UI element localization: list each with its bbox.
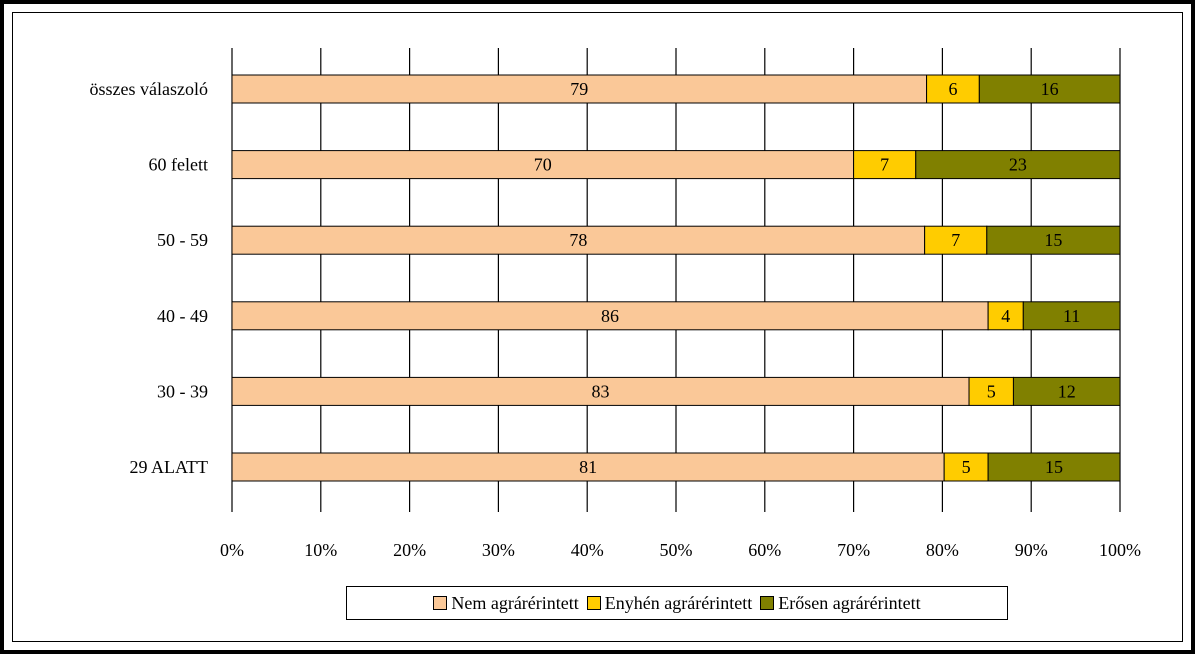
grid-lines: [231, 48, 1121, 512]
legend-label-nem: Nem agrárérintett: [451, 592, 579, 613]
legend-label-erosen: Erősen agrárérintett: [778, 592, 921, 613]
x-tick-label: 70%: [837, 540, 870, 560]
data-label: 7: [951, 230, 960, 250]
bar-segment: [1012, 376, 1121, 406]
data-label: 81: [579, 457, 597, 477]
category-label: 50 - 59: [157, 230, 208, 250]
x-tick-label: 20%: [393, 540, 426, 560]
x-tick-labels: 0% 10% 20% 30% 40% 50% 60% 70% 80% 90% 100%: [220, 540, 1141, 560]
legend-item-enyhen: Enyhén agrárérintett: [586, 592, 753, 614]
x-tick-label: 0%: [220, 540, 244, 560]
bar-segment: [1022, 301, 1121, 331]
category-labels: összes válaszoló 60 felett 50 - 59 40 - 49 3…: [90, 79, 208, 477]
data-label: 79: [570, 79, 588, 99]
x-tick-label: 60%: [748, 540, 781, 560]
bar-segment: [978, 74, 1121, 104]
data-label: 6: [948, 79, 957, 99]
data-label: 5: [962, 457, 971, 477]
category-label: 29 ALATT: [130, 457, 209, 477]
legend-item-erosen: Erősen agrárérintett: [760, 592, 921, 614]
data-label: 23: [1009, 155, 1027, 175]
bar-segment: [231, 376, 970, 406]
data-label: 4: [1001, 306, 1010, 326]
bar-segment: [987, 452, 1121, 482]
data-label: 16: [1041, 79, 1059, 99]
bar-segment: [915, 150, 1121, 180]
x-tick-label: 40%: [571, 540, 604, 560]
bar-segment: [924, 225, 988, 255]
bar-segments: [231, 74, 1121, 482]
legend-swatch-nem: [433, 596, 448, 610]
data-label: 70: [534, 155, 552, 175]
data-label: 15: [1044, 230, 1062, 250]
x-tick-label: 90%: [1015, 540, 1048, 560]
x-tick-label: 80%: [926, 540, 959, 560]
data-label: 83: [592, 381, 610, 401]
x-tick-label: 100%: [1099, 540, 1141, 560]
legend-swatch-erosen: [760, 596, 775, 610]
legend-swatch-enyhen: [586, 596, 601, 610]
data-label: 7: [880, 155, 889, 175]
data-labels: 79 6 16 70 7 23 78 7 15 86 4 11 83 5 12 81 5 15: [534, 79, 1081, 477]
bar-segment: [986, 225, 1121, 255]
data-label: 78: [569, 230, 587, 250]
bar-segment: [231, 452, 945, 482]
bar-segment: [231, 225, 926, 255]
category-label: összes válaszoló: [90, 79, 208, 99]
category-label: 40 - 49: [157, 306, 208, 326]
bar-segment: [231, 150, 855, 180]
bar-segment: [231, 74, 928, 104]
bar-segment: [853, 150, 917, 180]
data-label: 86: [601, 306, 619, 326]
x-tick-label: 30%: [482, 540, 515, 560]
category-label: 30 - 39: [157, 381, 208, 401]
legend: Nem agrárérintett Enyhén agrárérintett E…: [346, 586, 1008, 620]
data-label: 11: [1063, 306, 1080, 326]
data-label: 5: [987, 381, 996, 401]
legend-label-enyhen: Enyhén agrárérintett: [604, 592, 753, 613]
bar-segment: [926, 74, 980, 104]
chart-inner-border: [12, 12, 1183, 642]
legend-item-nem: Nem agrárérintett: [433, 592, 579, 614]
x-tick-label: 10%: [304, 540, 337, 560]
x-tick-label: 50%: [660, 540, 693, 560]
category-label: 60 felett: [149, 155, 208, 175]
data-label: 12: [1058, 381, 1076, 401]
data-label: 15: [1045, 457, 1063, 477]
